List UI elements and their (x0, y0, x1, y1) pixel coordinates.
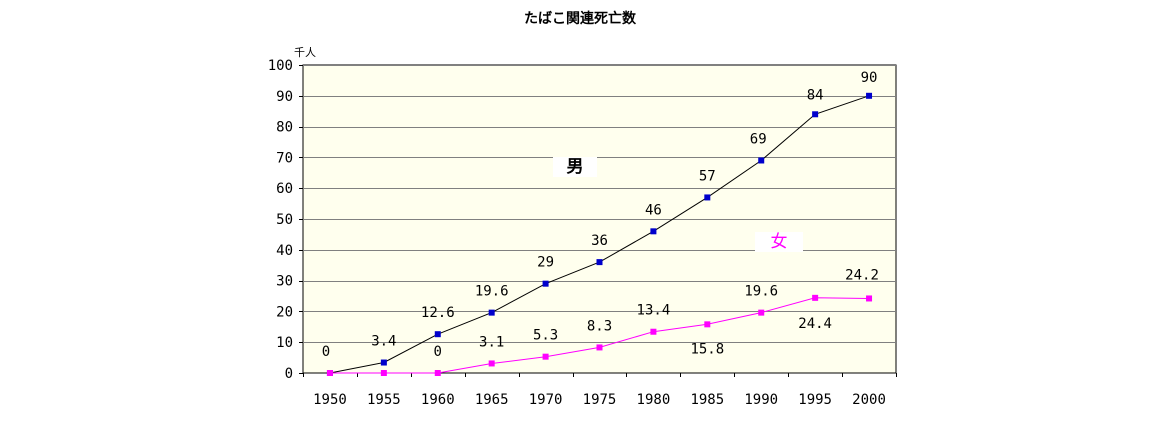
y-tick-label: 20 (276, 304, 293, 320)
y-tick-label: 80 (276, 120, 293, 136)
data-point-marker (434, 331, 441, 338)
data-point-marker (812, 111, 819, 118)
series-name-background (755, 232, 803, 252)
data-point-marker (542, 353, 549, 360)
data-label: 13.4 (637, 303, 671, 319)
y-tick-label: 50 (276, 212, 293, 228)
data-point-marker (812, 294, 819, 301)
data-point-marker (758, 157, 765, 164)
data-point-marker (380, 359, 387, 366)
y-tick-label: 60 (276, 181, 293, 197)
x-tick-label: 1980 (637, 392, 671, 408)
data-point-marker (542, 280, 549, 287)
data-point-marker (596, 259, 603, 266)
data-label-layer: 0 3.4 12.6 19.6 29 36 46 57 69 84 90 男 0 3.1 5.3 8.3 13.… (322, 70, 879, 360)
data-point-marker (704, 194, 711, 201)
data-point-marker (380, 370, 387, 376)
x-tick-label: 1965 (475, 392, 509, 408)
y-axis-unit-label: 千人 (294, 46, 316, 59)
data-point-marker (488, 360, 495, 367)
data-label: 84 (807, 87, 824, 103)
x-tick-label: 1950 (313, 392, 347, 408)
data-point-marker (434, 370, 441, 376)
x-tick-label: 1960 (421, 392, 455, 408)
x-tick-label: 1955 (367, 392, 401, 408)
data-point-marker (866, 295, 873, 302)
series-name-label: 女 (771, 232, 788, 252)
y-tick-label: 30 (276, 274, 293, 290)
data-point-marker (758, 309, 765, 316)
y-tick-label: 10 (276, 335, 293, 351)
data-label: 0 (434, 344, 442, 360)
data-point-marker (596, 344, 603, 351)
x-tick-label: 1970 (529, 392, 563, 408)
data-point-marker (704, 321, 711, 328)
x-tick-label: 1990 (744, 392, 778, 408)
x-tick-label: 2000 (852, 392, 886, 408)
data-label: 57 (699, 168, 716, 184)
y-tick-label: 0 (285, 366, 293, 382)
y-tick-label: 70 (276, 150, 293, 166)
x-tick-label: 1985 (690, 392, 724, 408)
data-label: 24.2 (845, 267, 879, 283)
data-label: 12.6 (421, 305, 455, 321)
series-name-label: 男 (567, 157, 584, 177)
data-label: 19.6 (744, 284, 778, 300)
data-label: 3.4 (371, 334, 396, 350)
data-point-marker (650, 328, 657, 335)
data-point-marker (326, 370, 333, 376)
data-label: 3.1 (479, 334, 504, 350)
data-label: 8.3 (587, 318, 612, 334)
data-label: 29 (537, 255, 554, 271)
data-point-marker (866, 92, 873, 99)
x-tick-label: 1995 (798, 392, 832, 408)
data-label: 0 (322, 344, 330, 360)
series-layer (326, 92, 873, 376)
data-point-marker (488, 309, 495, 316)
chart-title: たばこ関連死亡数 (524, 10, 637, 27)
x-tick-label: 1975 (583, 392, 617, 408)
axes: 0 10 20 30 40 50 60 70 80 90 100 1950 1955 1960 1965 19… (268, 58, 897, 408)
data-label: 24.4 (798, 316, 832, 332)
y-tick-label: 40 (276, 243, 293, 259)
data-label: 69 (750, 131, 767, 147)
series-name-background (553, 157, 597, 177)
data-label: 5.3 (533, 328, 558, 344)
data-label: 15.8 (690, 341, 724, 357)
data-label: 46 (645, 202, 662, 218)
data-label: 90 (861, 70, 878, 86)
data-label: 36 (591, 233, 608, 249)
data-label: 19.6 (475, 284, 509, 300)
y-tick-label: 90 (276, 89, 293, 105)
y-tick-label: 100 (268, 58, 293, 74)
data-point-marker (650, 228, 657, 235)
